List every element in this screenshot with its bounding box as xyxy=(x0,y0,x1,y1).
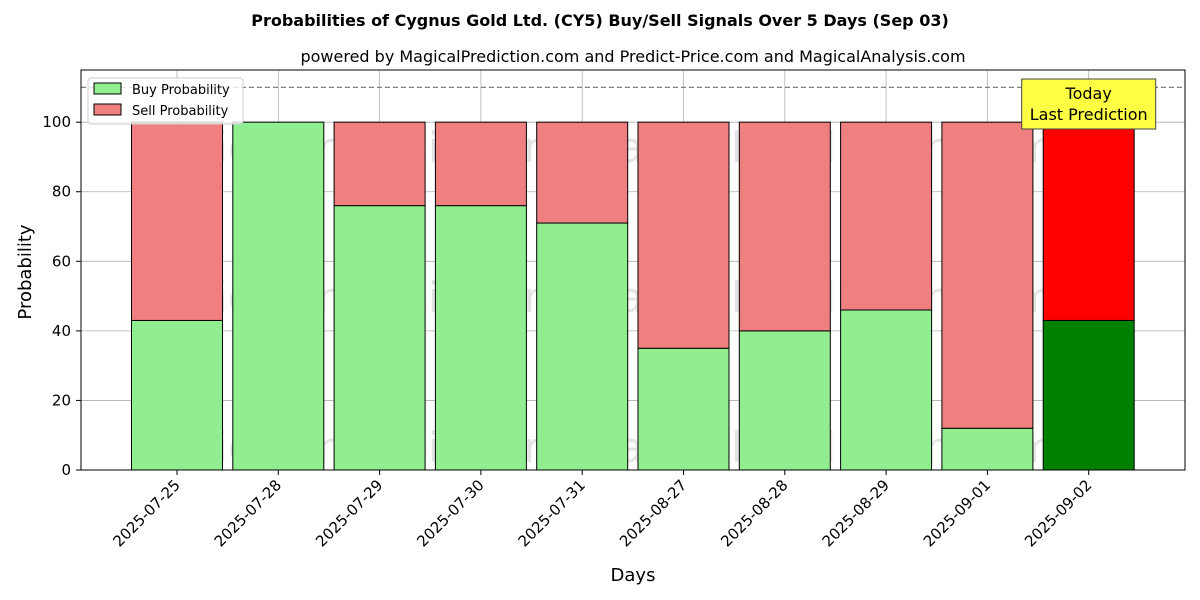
y-tick-label: 60 xyxy=(52,252,71,270)
x-tick-label: 2025-08-29 xyxy=(819,476,893,550)
annotation-line-last-prediction: Last Prediction xyxy=(1030,105,1148,124)
x-tick-label: 2025-08-28 xyxy=(717,476,791,550)
bar-buy-2025-08-29 xyxy=(840,309,933,471)
legend-label-sell: Sell Probability xyxy=(132,104,229,119)
bar-buy-2025-07-25 xyxy=(131,319,223,471)
bar-buy-2025-09-01 xyxy=(941,427,1034,471)
bar-sell-2025-08-29 xyxy=(840,121,933,311)
y-tick-label: 20 xyxy=(52,391,71,409)
x-tick-label: 2025-08-27 xyxy=(616,476,690,550)
chart-title: Probabilities of Cygnus Gold Ltd. (CY5) … xyxy=(251,11,949,30)
chart-subtitle: powered by MagicalPrediction.com and Pre… xyxy=(300,47,965,66)
bar-buy-2025-07-29 xyxy=(333,205,426,471)
bar-sell-2025-07-29 xyxy=(333,121,426,207)
legend-swatch-sell xyxy=(93,103,122,116)
y-tick-label: 100 xyxy=(42,113,71,131)
annotation-line-today: Today xyxy=(1065,84,1112,103)
bar-buy-2025-07-31 xyxy=(536,222,629,471)
y-tick-label: 0 xyxy=(61,461,71,479)
bar-buy-2025-09-02 xyxy=(1042,319,1135,471)
x-tick-label: 2025-07-31 xyxy=(515,476,589,550)
legend-label-buy: Buy Probability xyxy=(132,83,230,98)
x-tick-label: 2025-07-30 xyxy=(413,476,487,550)
bar-sell-2025-07-31 xyxy=(536,121,629,224)
y-axis-label: Probability xyxy=(15,224,36,319)
legend-swatch-buy xyxy=(93,82,122,95)
plot-frame xyxy=(80,69,1186,471)
legend: Buy Probability Sell Probability xyxy=(87,77,244,125)
x-tick-label: 2025-07-25 xyxy=(109,476,183,550)
bar-buy-2025-07-28 xyxy=(232,121,325,471)
x-tick-label: 2025-07-28 xyxy=(211,476,285,550)
bar-sell-2025-09-01 xyxy=(941,121,1034,429)
x-axis-label: Days xyxy=(611,565,656,586)
x-tick-label: 2025-09-01 xyxy=(920,476,994,550)
bar-sell-2025-08-27 xyxy=(637,121,730,349)
y-tick-label: 80 xyxy=(52,183,71,201)
legend-frame xyxy=(87,77,244,125)
bars-layer xyxy=(131,121,1135,471)
bar-sell-2025-08-28 xyxy=(738,121,831,332)
bar-sell-2025-07-25 xyxy=(131,121,223,321)
bar-buy-2025-08-28 xyxy=(738,330,831,471)
x-tick-label: 2025-07-29 xyxy=(312,476,386,550)
y-tick-label: 40 xyxy=(52,322,71,340)
bar-sell-2025-09-02 xyxy=(1042,121,1135,321)
bar-sell-2025-07-30 xyxy=(434,121,527,207)
annotation-box xyxy=(1021,78,1157,130)
bar-buy-2025-07-30 xyxy=(434,205,527,471)
bar-buy-2025-08-27 xyxy=(637,347,730,471)
today-annotation: Today Last Prediction xyxy=(1021,78,1157,130)
x-tick-label: 2025-09-02 xyxy=(1021,476,1095,550)
